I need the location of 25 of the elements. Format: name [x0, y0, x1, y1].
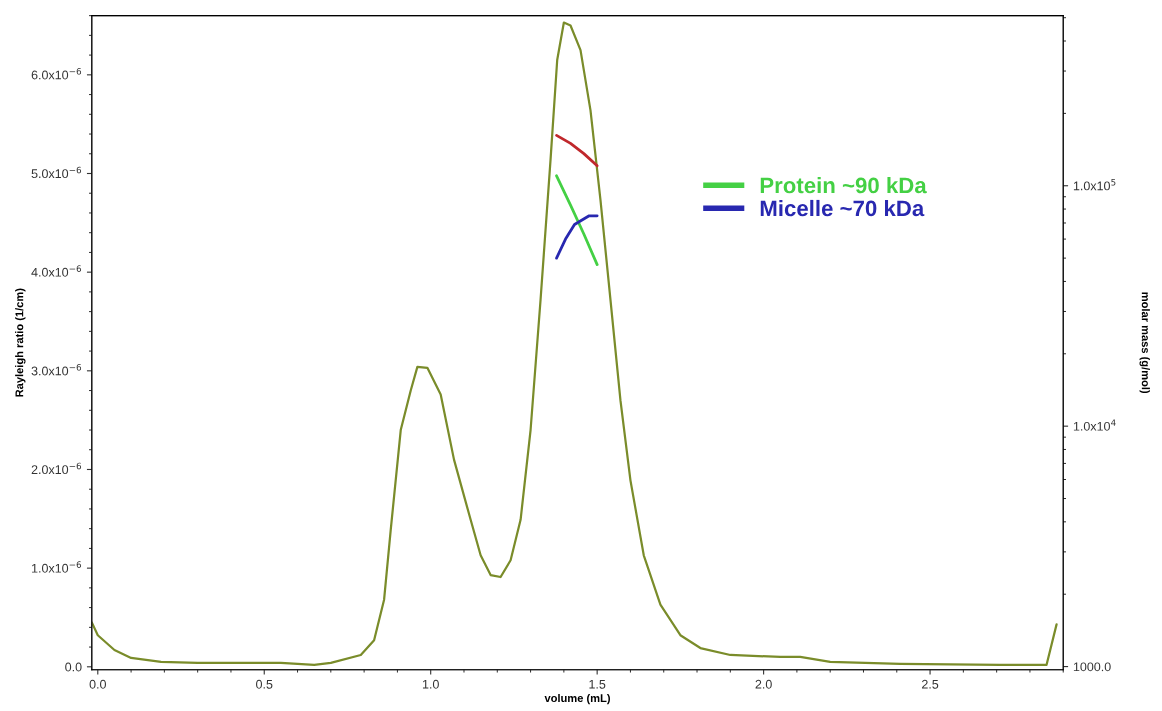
line-series	[555, 214, 599, 260]
y-tick-label: 1.0x10$^{−6}$	[32, 561, 82, 573]
legend-label: Protein ~90 kDa	[760, 176, 927, 194]
line-series	[555, 174, 599, 266]
legend-label: Micelle ~70 kDa	[760, 199, 925, 217]
y2-tick-label: 1.0x10$^{5}$	[1073, 179, 1116, 191]
y-axis-title: Rayleigh ratio (1/cm)	[15, 288, 26, 397]
line-series	[91, 21, 1058, 666]
x-tick-label: 0.0	[89, 679, 106, 689]
x-tick-label: 1.0	[422, 679, 439, 689]
y-tick-label: 0.0	[65, 662, 82, 672]
y-tick-label: 6.0x10$^{−6}$	[31, 67, 82, 80]
y-tick-label: 4.0x10$^{−6}$	[31, 265, 82, 277]
x-axis-title: volume (mL)	[544, 693, 610, 705]
x-tick-label: 0.5	[256, 679, 273, 689]
x-tick-label: 2.5	[922, 679, 939, 689]
x-tick-label: 1.5	[589, 679, 606, 689]
y-tick-label: 5.0x10$^{−6}$	[31, 166, 82, 179]
line-series	[555, 133, 599, 168]
y2-tick-label: 1.0x10$^{4}$	[1073, 419, 1116, 431]
x-tick-label: 2.0	[755, 679, 772, 689]
y2-tick-label: 1000.0	[1073, 662, 1111, 672]
y-tick-label: 3.0x10$^{−6}$	[31, 363, 82, 376]
y-tick-label: 2.0x10$^{−6}$	[31, 462, 82, 475]
y2-axis-title: molar mass (g/mol)	[1139, 292, 1150, 394]
